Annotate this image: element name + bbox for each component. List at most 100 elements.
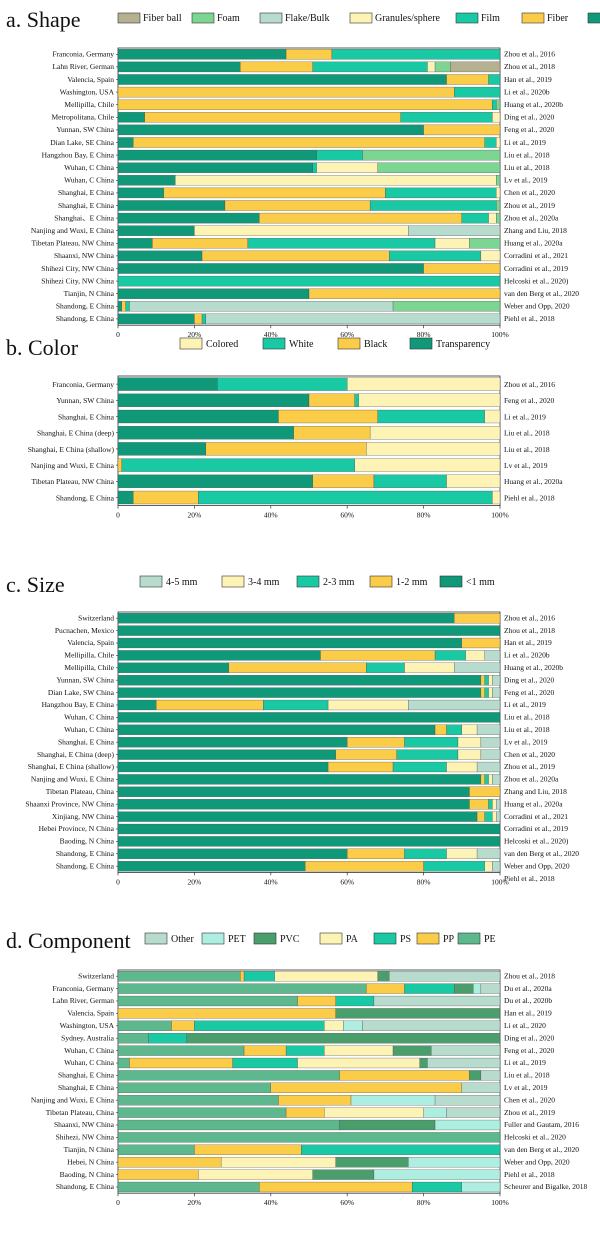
bar-segment bbox=[117, 442, 207, 456]
reference-label: Zhou et al., 2016 bbox=[504, 50, 555, 59]
bar-segment bbox=[117, 613, 455, 624]
reference-label: Chen et al., 2020 bbox=[504, 1095, 555, 1104]
reference-label: Corradini et al., 2019 bbox=[504, 824, 568, 833]
bar-segment bbox=[434, 61, 451, 73]
reference-label: Fuller and Gautam, 2016 bbox=[504, 1120, 579, 1129]
bar-segment bbox=[454, 662, 501, 673]
bar-segment bbox=[121, 301, 126, 312]
bar-segment bbox=[476, 724, 501, 735]
reference-label: Huang et al., 2020b bbox=[504, 663, 563, 672]
bar-segment bbox=[133, 490, 199, 505]
bar-segment bbox=[423, 124, 501, 136]
reference-label: Li et al., 2019 bbox=[504, 1058, 546, 1067]
bar-segment bbox=[148, 1033, 187, 1044]
legend-label: Colored bbox=[206, 339, 238, 350]
bar-segment bbox=[404, 737, 459, 748]
bar-segment bbox=[117, 861, 306, 872]
reference-label: Zhang and Liu, 2018 bbox=[504, 787, 567, 796]
bar-segment bbox=[217, 377, 348, 391]
legend-label: Film bbox=[481, 13, 500, 24]
bar-segment bbox=[259, 1181, 413, 1193]
row-label: Baoding, N China bbox=[60, 837, 115, 846]
bar-segment bbox=[297, 995, 336, 1007]
reference-label: Weber and Opp, 2020 bbox=[504, 302, 570, 311]
row-label: Dian Lake, SE China bbox=[50, 138, 114, 147]
legend-swatch bbox=[253, 932, 277, 945]
row-label: Franconia, Germany bbox=[52, 380, 114, 389]
row-label: Valencia, Spain bbox=[67, 638, 114, 647]
bar-segment bbox=[373, 995, 501, 1007]
bar-segment bbox=[285, 49, 333, 60]
bar-segment bbox=[488, 799, 493, 810]
row-label: Shihezi City, NW China bbox=[41, 276, 114, 285]
bar-segment bbox=[385, 187, 497, 199]
bar-segment bbox=[117, 458, 122, 472]
legend-label: 3-4 mm bbox=[248, 577, 280, 588]
bar-segment bbox=[488, 212, 497, 224]
reference-label: van den Berg et al., 2020 bbox=[504, 849, 579, 858]
legend-swatch bbox=[349, 12, 373, 24]
bar-segment bbox=[335, 749, 398, 760]
row-label: Shanghai、E China bbox=[54, 213, 114, 222]
legend-label: 2-3 mm bbox=[323, 577, 355, 588]
reference-label: Huang et al., 2020b bbox=[504, 100, 563, 109]
bar-segment bbox=[454, 86, 501, 98]
bar-segment bbox=[117, 1144, 195, 1155]
x-tick-label: 60% bbox=[340, 1198, 354, 1207]
bar-segment bbox=[259, 212, 462, 224]
legend-swatch bbox=[179, 337, 203, 350]
bar-segment bbox=[492, 774, 501, 785]
reference-label: Helcoski et al., 2020) bbox=[504, 276, 569, 285]
bar-segment bbox=[457, 749, 482, 760]
reference-label: Ding et al., 2020 bbox=[504, 1033, 554, 1042]
bar-segment bbox=[117, 112, 145, 123]
row-label: Pucnachen, Mexico bbox=[55, 626, 114, 635]
bar-segment bbox=[454, 983, 474, 994]
bar-segment bbox=[492, 112, 501, 123]
row-label: Nanjing and Wuxi, E China bbox=[31, 775, 115, 784]
bar-segment bbox=[117, 426, 294, 440]
legend: Other PET PVC PA PS PP PE bbox=[144, 932, 496, 945]
row-label: Mellipilla, Chile bbox=[64, 100, 114, 109]
bar-segment bbox=[129, 301, 394, 312]
bar-segment bbox=[117, 1157, 222, 1168]
bar-segment bbox=[484, 675, 489, 686]
reference-label: Liu et al., 2018 bbox=[504, 725, 550, 734]
bar-segment bbox=[431, 1045, 501, 1056]
legend: Fiber ball Foam Flake/Bulk Granules/sphere F… bbox=[117, 12, 600, 24]
plot-frame bbox=[117, 375, 501, 507]
legend-label: PS bbox=[400, 934, 411, 945]
panel-title: a. Shape bbox=[6, 7, 81, 32]
bar-segment bbox=[335, 995, 375, 1007]
reference-label: Feng et al., 2020 bbox=[504, 688, 554, 697]
x-tick-label: 40% bbox=[264, 511, 278, 520]
x-tick-label: 80% bbox=[417, 877, 431, 886]
bar-segment bbox=[156, 699, 264, 711]
row-label: Shandong, E China bbox=[56, 302, 115, 311]
bar-segment bbox=[320, 650, 436, 661]
row-label: Hebei Province, N China bbox=[39, 824, 115, 833]
bar-segment bbox=[308, 393, 355, 407]
row-label: Sydney, Australia bbox=[61, 1033, 115, 1042]
reference-label: Zhou et al., 2018 bbox=[504, 626, 555, 635]
legend: 4-5 mm 3-4 mm 2-3 mm 1-2 mm <1 mm bbox=[139, 575, 495, 588]
row-label: Wuhan, C China bbox=[64, 163, 115, 172]
row-label: Shanghai, E China bbox=[58, 737, 115, 746]
legend-label: Black bbox=[364, 339, 387, 350]
bar-segment bbox=[117, 99, 493, 110]
row-label: Washington, USA bbox=[60, 87, 115, 96]
legend-swatch bbox=[373, 932, 397, 945]
bar-segment bbox=[270, 1082, 462, 1093]
legend-swatch bbox=[319, 932, 343, 945]
row-label: Lahn River, German bbox=[52, 996, 114, 1005]
bar-segment bbox=[117, 275, 501, 287]
bar-segment bbox=[312, 1169, 375, 1180]
bar-segment bbox=[247, 238, 436, 249]
legend-swatch bbox=[521, 12, 545, 24]
reference-label: Feng et al., 2020 bbox=[504, 1046, 554, 1055]
bar-segment bbox=[446, 724, 462, 735]
row-label: Yunnan, SW China bbox=[56, 396, 114, 405]
bar-segment bbox=[480, 774, 485, 785]
reference-label: Liu et al., 2018 bbox=[504, 429, 550, 438]
legend-swatch bbox=[139, 575, 163, 588]
